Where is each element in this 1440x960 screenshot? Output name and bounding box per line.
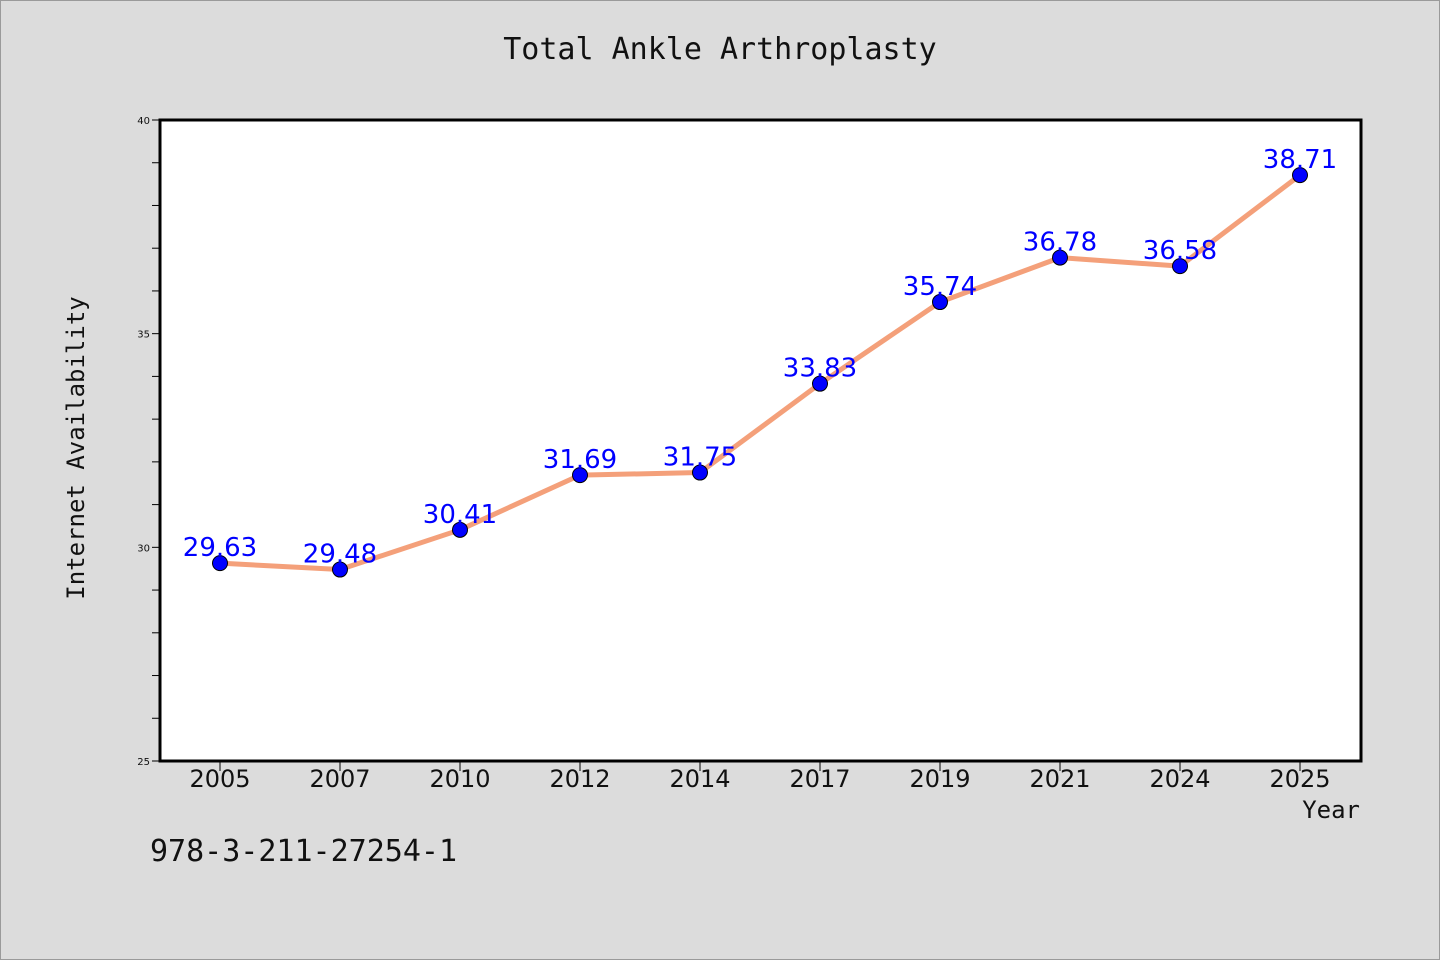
x-tick-label: 2021 [1029,765,1090,793]
data-label: 38.71 [1263,145,1337,175]
data-point [572,467,588,484]
x-tick-label: 2005 [189,765,250,793]
x-axis-label: Year [1302,796,1360,824]
data-point [692,464,708,481]
y-axis-ticks: 25 30 35 40 [137,116,160,768]
x-tick-label: 2012 [549,765,610,793]
x-tick-label: 2010 [429,765,490,793]
data-label: 36.78 [1023,228,1097,258]
isbn-footnote: 978-3-211-27254-1 [150,834,458,869]
data-point [452,521,468,538]
series-line [217,172,1303,573]
x-tick-label: 2014 [669,765,730,793]
data-point [212,555,228,572]
x-axis-ticks: 2005 2007 2010 2012 2014 2017 2019 2021 2024 2025 [189,761,1331,793]
data-point [1052,249,1068,266]
x-tick-label: 2019 [909,765,970,793]
data-label: 35.74 [903,272,977,302]
y-tick-label: 40 [137,116,150,127]
x-tick-label: 2024 [1149,765,1210,793]
data-point [1292,167,1308,184]
x-tick-label: 2007 [309,765,370,793]
data-point [812,375,828,392]
data-label: 31.69 [543,445,617,475]
plot-area [160,120,1361,761]
y-tick-label: 30 [137,543,150,554]
data-label: 33.83 [783,354,857,384]
data-label: 29.63 [183,533,257,563]
data-markers [212,167,1308,578]
plot-border [158,118,1363,763]
data-point [1172,258,1188,275]
data-label: 30.41 [423,500,497,530]
chart-title: Total Ankle Arthroplasty [503,32,937,67]
x-tick-label: 2025 [1269,765,1330,793]
data-label: 31.75 [663,443,737,473]
data-label: 36.58 [1143,236,1217,266]
data-point [332,561,348,578]
data-label: 29.48 [303,540,377,570]
y-tick-label: 25 [137,757,150,768]
y-tick-label: 35 [137,330,150,341]
data-point [932,294,948,311]
x-tick-label: 2017 [789,765,850,793]
data-labels: 29.63 29.48 30.41 31.69 31.75 33.83 35.74 36.78… [183,145,1337,569]
